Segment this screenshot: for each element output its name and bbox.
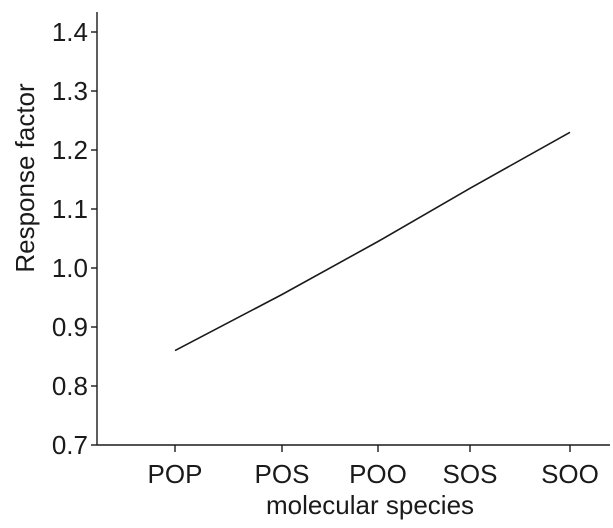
- x-axis-ticks: POP POS POO SOS SOO: [148, 445, 599, 489]
- y-tick-label: 1.3: [52, 76, 88, 106]
- series: [174, 131, 571, 352]
- y-tick-label: 0.7: [52, 430, 88, 460]
- series-line: [174, 131, 571, 352]
- y-tick-label: 1.4: [52, 17, 88, 47]
- y-axis-title: Response factor: [10, 83, 40, 273]
- x-tick-label: POS: [255, 459, 310, 489]
- y-tick-label: 1.1: [52, 194, 88, 224]
- axes: [96, 12, 610, 446]
- x-axis-title: molecular species: [266, 490, 474, 520]
- x-tick-label: POP: [148, 459, 203, 489]
- y-tick-label: 0.8: [52, 371, 88, 401]
- x-tick-label: POO: [349, 459, 407, 489]
- y-tick-label: 0.9: [52, 312, 88, 342]
- x-tick-label: SOO: [541, 459, 599, 489]
- y-axis-ticks: 0.7 0.8 0.9 1.0 1.1 1.2 1.3 1.4: [52, 17, 97, 460]
- x-tick-label: SOS: [443, 459, 498, 489]
- y-tick-label: 1.0: [52, 253, 88, 283]
- y-tick-label: 1.2: [52, 135, 88, 165]
